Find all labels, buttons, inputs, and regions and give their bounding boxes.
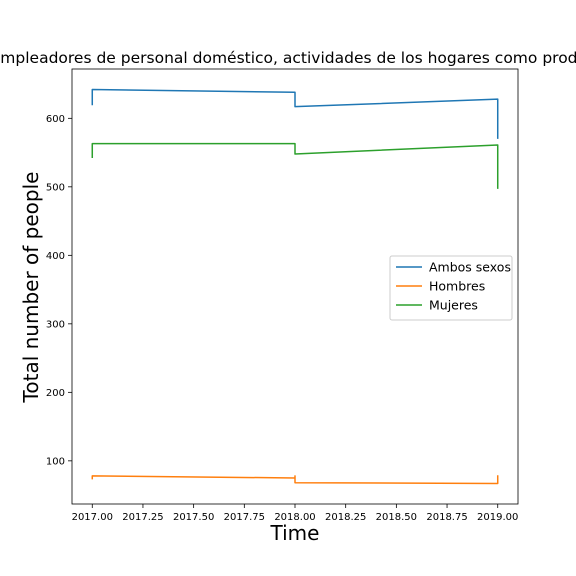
legend-label: Mujeres — [429, 298, 478, 313]
y-axis-title: Total number of people — [19, 172, 43, 404]
x-tick-label: 2019.00 — [477, 512, 518, 523]
x-tick-label: 2017.25 — [122, 512, 163, 523]
chart-title: Como empleadores de personal doméstico, … — [0, 49, 576, 67]
x-tick-label: 2018.50 — [376, 512, 417, 523]
y-tick-label: 300 — [46, 319, 65, 330]
series-line-hombres — [91, 475, 499, 485]
x-tick-label: 2017.00 — [72, 512, 113, 523]
y-tick-label: 400 — [46, 251, 65, 262]
y-tick-label: 100 — [46, 456, 65, 467]
series-line-mujeres — [91, 142, 499, 189]
y-tick-label: 200 — [46, 388, 65, 399]
x-tick-label: 2017.50 — [173, 512, 214, 523]
x-tick-label: 2018.00 — [274, 512, 315, 523]
y-tick-label: 500 — [46, 182, 65, 193]
x-tick-label: 2018.75 — [426, 512, 467, 523]
legend-box — [389, 255, 513, 321]
legend-label: Ambos sexos — [429, 260, 511, 275]
legend-label: Hombres — [429, 279, 485, 294]
y-tick-label: 600 — [46, 114, 65, 125]
x-axis-title: Time — [270, 521, 320, 545]
x-tick-label: 2018.25 — [325, 512, 366, 523]
x-tick-label: 2017.75 — [224, 512, 265, 523]
series-line-ambos-sexos — [91, 88, 499, 139]
plot-area: 2017.00 2017.25 2017.50 2017.75 2018.00 2018.… — [46, 68, 518, 523]
